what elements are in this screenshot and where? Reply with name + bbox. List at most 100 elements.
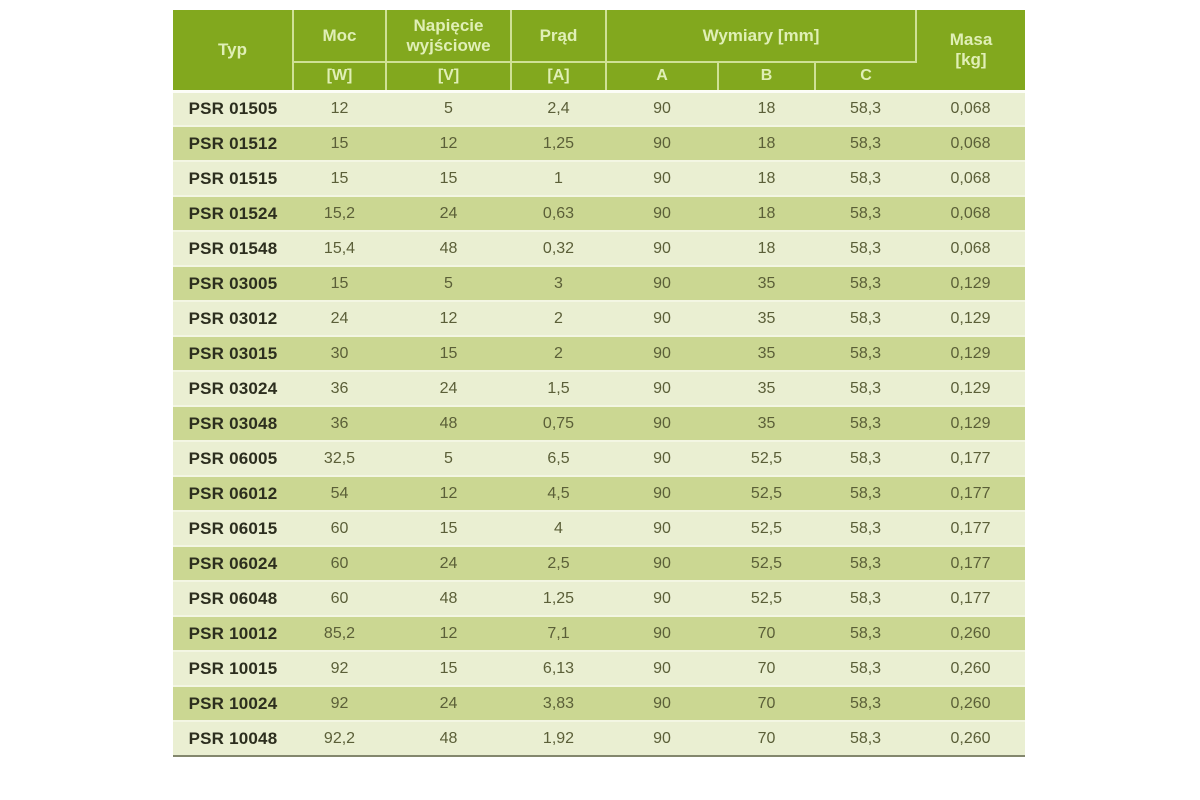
value-cell: 12 — [386, 300, 511, 336]
header-typ: Typ — [173, 10, 294, 91]
value-cell: 15 — [293, 160, 386, 196]
value-cell: 35 — [718, 300, 815, 336]
value-cell: 48 — [386, 230, 511, 266]
table-row: PSR 03012 24 12 2 90 35 58,3 0,129 — [173, 300, 1026, 336]
type-cell: PSR 06005 — [173, 440, 293, 476]
header-dim-b: B — [718, 62, 816, 91]
table-row: PSR 10012 85,2 12 7,1 90 70 58,3 0,260 — [173, 615, 1026, 651]
type-cell: PSR 10024 — [173, 685, 293, 721]
value-cell: 92,2 — [293, 720, 386, 756]
value-cell: 60 — [293, 510, 386, 546]
value-cell: 90 — [606, 615, 718, 651]
value-cell: 7,1 — [511, 615, 606, 651]
table-row: PSR 01548 15,4 48 0,32 90 18 58,3 0,068 — [173, 230, 1026, 266]
value-cell: 90 — [606, 580, 718, 616]
value-cell: 24 — [386, 545, 511, 581]
value-cell: 36 — [293, 370, 386, 406]
value-cell: 0,129 — [916, 335, 1026, 371]
value-cell: 58,3 — [815, 160, 917, 196]
spec-table: Typ Moc Napięcie wyjściowe Prąd Wymiary … — [173, 10, 1026, 757]
value-cell: 1,25 — [511, 580, 606, 616]
type-cell: PSR 06048 — [173, 580, 293, 616]
type-cell: PSR 01548 — [173, 230, 293, 266]
header-dim-a: A — [606, 62, 719, 91]
value-cell: 58,3 — [815, 475, 917, 511]
header-masa-line2: [kg] — [955, 49, 987, 69]
value-cell: 70 — [718, 650, 815, 686]
value-cell: 35 — [718, 265, 815, 301]
value-cell: 54 — [293, 475, 386, 511]
value-cell: 58,3 — [815, 440, 917, 476]
value-cell: 2,5 — [511, 545, 606, 581]
value-cell: 58,3 — [815, 89, 917, 126]
value-cell: 48 — [386, 580, 511, 616]
table-row: PSR 10024 92 24 3,83 90 70 58,3 0,260 — [173, 685, 1026, 721]
value-cell: 2,4 — [511, 89, 606, 126]
value-cell: 0,260 — [916, 650, 1026, 686]
value-cell: 90 — [606, 265, 718, 301]
header-unit-a: [A] — [511, 62, 607, 91]
value-cell: 90 — [606, 440, 718, 476]
header-prad: Prąd — [511, 10, 607, 63]
value-cell: 52,5 — [718, 440, 815, 476]
header-napiecie-line1: Napięcie — [413, 15, 484, 35]
value-cell: 0,129 — [916, 265, 1026, 301]
value-cell: 6,5 — [511, 440, 606, 476]
value-cell: 52,5 — [718, 475, 815, 511]
header-unit-w: [W] — [293, 62, 387, 91]
value-cell: 58,3 — [815, 230, 917, 266]
value-cell: 58,3 — [815, 720, 917, 756]
type-cell: PSR 10012 — [173, 615, 293, 651]
table-row: PSR 06005 32,5 5 6,5 90 52,5 58,3 0,177 — [173, 440, 1026, 476]
value-cell: 0,177 — [916, 545, 1026, 581]
type-cell: PSR 03005 — [173, 265, 293, 301]
value-cell: 0,260 — [916, 685, 1026, 721]
value-cell: 3,83 — [511, 685, 606, 721]
value-cell: 2 — [511, 300, 606, 336]
value-cell: 6,13 — [511, 650, 606, 686]
table-row: PSR 06012 54 12 4,5 90 52,5 58,3 0,177 — [173, 475, 1026, 511]
value-cell: 58,3 — [815, 335, 917, 371]
table-row: PSR 01524 15,2 24 0,63 90 18 58,3 0,068 — [173, 195, 1026, 231]
value-cell: 60 — [293, 545, 386, 581]
value-cell: 18 — [718, 160, 815, 196]
value-cell: 48 — [386, 720, 511, 756]
table-body: PSR 01505 12 5 2,4 90 18 58,3 0,068 PSR 01512 15 1… — [173, 89, 1026, 756]
value-cell: 12 — [293, 89, 386, 126]
table-row: PSR 03015 30 15 2 90 35 58,3 0,129 — [173, 335, 1026, 371]
header-moc: Moc — [293, 10, 387, 63]
value-cell: 0,068 — [916, 89, 1026, 126]
value-cell: 2 — [511, 335, 606, 371]
value-cell: 0,260 — [916, 615, 1026, 651]
table-row: PSR 03024 36 24 1,5 90 35 58,3 0,129 — [173, 370, 1026, 406]
value-cell: 0,63 — [511, 195, 606, 231]
value-cell: 0,177 — [916, 440, 1026, 476]
value-cell: 5 — [386, 89, 511, 126]
value-cell: 0,32 — [511, 230, 606, 266]
value-cell: 90 — [606, 370, 718, 406]
value-cell: 58,3 — [815, 580, 917, 616]
value-cell: 32,5 — [293, 440, 386, 476]
value-cell: 15 — [293, 265, 386, 301]
value-cell: 4 — [511, 510, 606, 546]
value-cell: 0,177 — [916, 580, 1026, 616]
value-cell: 1,25 — [511, 125, 606, 161]
value-cell: 15,2 — [293, 195, 386, 231]
value-cell: 58,3 — [815, 615, 917, 651]
value-cell: 90 — [606, 475, 718, 511]
value-cell: 0,260 — [916, 720, 1026, 756]
value-cell: 0,068 — [916, 230, 1026, 266]
value-cell: 35 — [718, 335, 815, 371]
value-cell: 90 — [606, 89, 718, 126]
value-cell: 0,129 — [916, 300, 1026, 336]
value-cell: 0,068 — [916, 195, 1026, 231]
value-cell: 70 — [718, 685, 815, 721]
type-cell: PSR 10048 — [173, 720, 293, 756]
value-cell: 15 — [386, 510, 511, 546]
value-cell: 90 — [606, 720, 718, 756]
value-cell: 58,3 — [815, 195, 917, 231]
header-prad-label: Prąd — [539, 25, 578, 45]
value-cell: 35 — [718, 370, 815, 406]
value-cell: 70 — [718, 615, 815, 651]
value-cell: 0,75 — [511, 405, 606, 441]
